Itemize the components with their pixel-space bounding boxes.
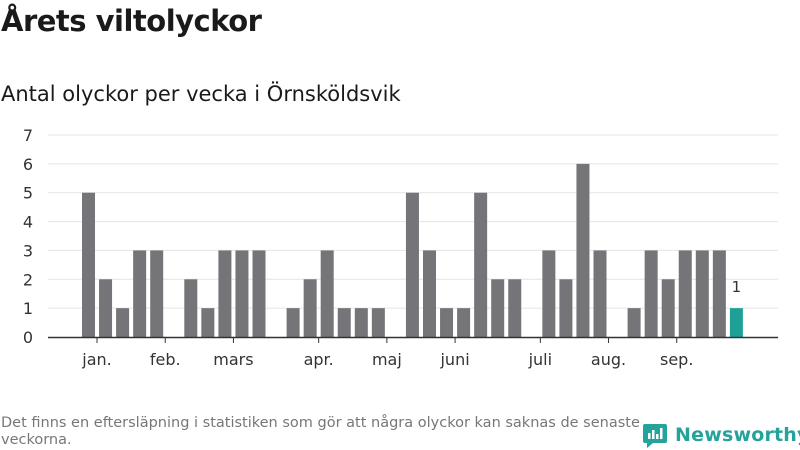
bar <box>252 250 266 337</box>
x-tick-label: aug. <box>591 350 626 369</box>
y-tick-label: 1 <box>23 299 33 318</box>
bar <box>133 250 147 337</box>
x-tick-label: juni <box>439 350 469 369</box>
bar <box>627 308 641 337</box>
x-tick-label: apr. <box>304 350 334 369</box>
bar <box>440 308 454 337</box>
newsworthy-logo-icon <box>643 424 667 448</box>
bar <box>695 250 709 337</box>
bar <box>286 308 300 337</box>
x-tick-label: juli <box>528 350 552 369</box>
bar <box>712 250 726 337</box>
bar <box>303 279 317 337</box>
bar <box>644 250 658 337</box>
bar <box>678 250 692 337</box>
bar-value-label: 1 <box>732 278 742 296</box>
x-tick-label: mars <box>213 350 253 369</box>
bar-chart: 0 1 2 3 4 5 6 7 1 jan. feb. mars apr. maj juni juli aug.… <box>23 126 778 369</box>
bar-current-week <box>729 308 743 337</box>
bar <box>508 279 522 337</box>
y-tick-label: 7 <box>23 126 33 145</box>
bar <box>457 308 471 337</box>
bar <box>491 279 505 337</box>
bar <box>354 308 368 337</box>
x-tick-label: maj <box>372 350 402 369</box>
bar <box>184 279 198 337</box>
bar <box>559 279 573 337</box>
x-tick-label: sep. <box>660 350 693 369</box>
footnote: Det finns en eftersläpning i statistiken… <box>1 415 640 448</box>
bar <box>201 308 215 337</box>
bar <box>542 250 556 337</box>
x-tick-label: feb. <box>150 350 181 369</box>
y-tick-label: 3 <box>23 241 33 260</box>
chart-subtitle: Antal olyckor per vecka i Örnsköldsvik <box>1 82 401 106</box>
bar <box>320 250 334 337</box>
y-tick-label: 5 <box>23 184 33 203</box>
bar <box>661 279 675 337</box>
bar <box>337 308 351 337</box>
bar <box>218 250 232 337</box>
y-tick-label: 4 <box>23 213 33 232</box>
bar <box>405 192 419 337</box>
bar <box>423 250 436 337</box>
bar <box>576 163 590 337</box>
y-tick-label: 6 <box>23 155 33 174</box>
newsworthy-logo-text: Newsworthy <box>675 424 800 446</box>
y-tick-label: 2 <box>23 270 33 289</box>
bar <box>371 308 385 337</box>
bar <box>99 279 113 337</box>
bar <box>82 192 95 337</box>
x-tick-label: jan. <box>81 350 111 369</box>
newsworthy-logo: Newsworthy <box>643 420 800 450</box>
bar <box>150 250 164 337</box>
bar <box>235 250 249 337</box>
y-tick-label: 0 <box>23 328 33 347</box>
chart-title: Årets viltolyckor <box>1 4 262 38</box>
bar <box>116 308 130 337</box>
bar <box>474 192 488 337</box>
bar <box>593 250 607 337</box>
